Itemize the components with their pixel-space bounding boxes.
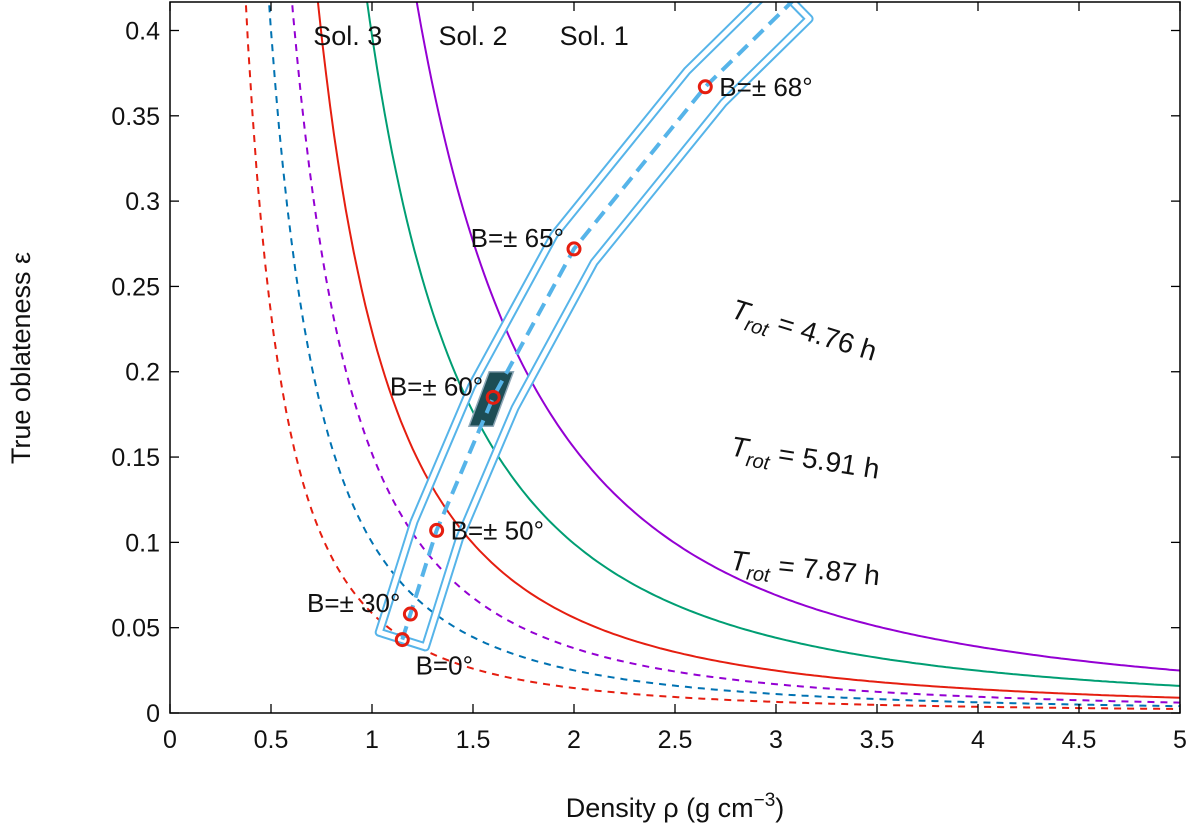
series-line-0 <box>415 2 1180 672</box>
band-outline-inner <box>376 2 812 650</box>
x-tick-label-9: 4.5 <box>1062 726 1097 754</box>
point-label-1: B=± 30° <box>307 588 400 618</box>
y-tick-label-8: 0.4 <box>125 17 160 45</box>
rotation-label-0: Trot = 4.76 h <box>726 293 881 373</box>
x-axis-title-sup: −3 <box>754 790 776 811</box>
data-point-3 <box>485 389 501 405</box>
data-point-4 <box>566 241 582 257</box>
x-tick-label-2: 1 <box>365 726 379 754</box>
x-tick-label-4: 2 <box>567 726 581 754</box>
band-layer <box>374 2 814 652</box>
rotation-label-sub-1: rot <box>744 449 772 475</box>
y-tick-label-3: 0.15 <box>111 444 160 472</box>
band-center-line <box>400 2 794 641</box>
axes-layer: 0 0.5 1 1.5 2 2.5 3 3.5 4 4.5 5 0 0.05 0.1 0.15 0.2 0.25… <box>111 1 1187 754</box>
y-axis-title: True oblateness ε <box>6 252 36 464</box>
highlight-box <box>467 370 515 428</box>
x-tick-label-5: 2.5 <box>658 726 693 754</box>
solution-label-2: Sol. 1 <box>560 21 629 51</box>
data-point-2 <box>429 522 445 538</box>
rotation-label-2: Trot = 7.87 h <box>728 545 881 598</box>
x-axis-title-close: ) <box>775 793 784 823</box>
x-tick-label-7: 3.5 <box>860 726 895 754</box>
y-tick-label-7: 0.35 <box>111 103 160 131</box>
x-tick-label-10: 5 <box>1173 726 1187 754</box>
y-tick-label-4: 0.2 <box>125 359 160 387</box>
solution-label-0: Sol. 3 <box>313 21 382 51</box>
rotation-label-1: Trot = 5.91 h <box>728 431 882 492</box>
solution-label-1: Sol. 2 <box>438 21 507 51</box>
data-point-1 <box>402 606 418 622</box>
series-line-4 <box>268 2 1180 708</box>
x-axis-title-main: Density ρ (g cm <box>566 793 754 823</box>
x-tick-label-0: 0 <box>163 726 177 754</box>
y-tick-label-0: 0 <box>146 700 160 728</box>
point-label-2: B=± 50° <box>451 515 544 545</box>
y-tick-label-6: 0.3 <box>125 188 160 216</box>
data-point-0 <box>394 632 410 648</box>
x-tick-label-6: 3 <box>769 726 783 754</box>
x-tick-label-8: 4 <box>971 726 985 754</box>
series-line-2 <box>316 2 1180 699</box>
rotation-label-value-2: = 7.87 h <box>769 549 881 591</box>
y-tick-label-2: 0.1 <box>125 529 160 557</box>
y-tick-label-1: 0.05 <box>111 615 160 643</box>
rotation-label-T-1: T <box>729 431 753 465</box>
x-tick-label-1: 0.5 <box>254 726 289 754</box>
points-layer <box>394 79 713 648</box>
rotation-label-T-2: T <box>729 545 751 578</box>
point-label-0: B=0° <box>416 651 473 681</box>
rotation-label-value-0: = 4.76 h <box>766 305 880 367</box>
x-axis-title: Density ρ (g cm−3) <box>566 790 785 823</box>
series-line-3 <box>291 2 1180 704</box>
point-label-4: B=± 65° <box>471 223 564 253</box>
data-point-5 <box>697 79 713 95</box>
rotation-label-sub-2: rot <box>745 563 772 587</box>
x-tick-label-3: 1.5 <box>456 726 491 754</box>
y-tick-label-5: 0.25 <box>111 273 160 301</box>
point-label-3: B=± 60° <box>390 371 483 401</box>
series-line-1 <box>366 2 1180 687</box>
rotation-label-value-1: = 5.91 h <box>769 437 882 485</box>
point-label-5: B=± 68° <box>719 72 812 102</box>
